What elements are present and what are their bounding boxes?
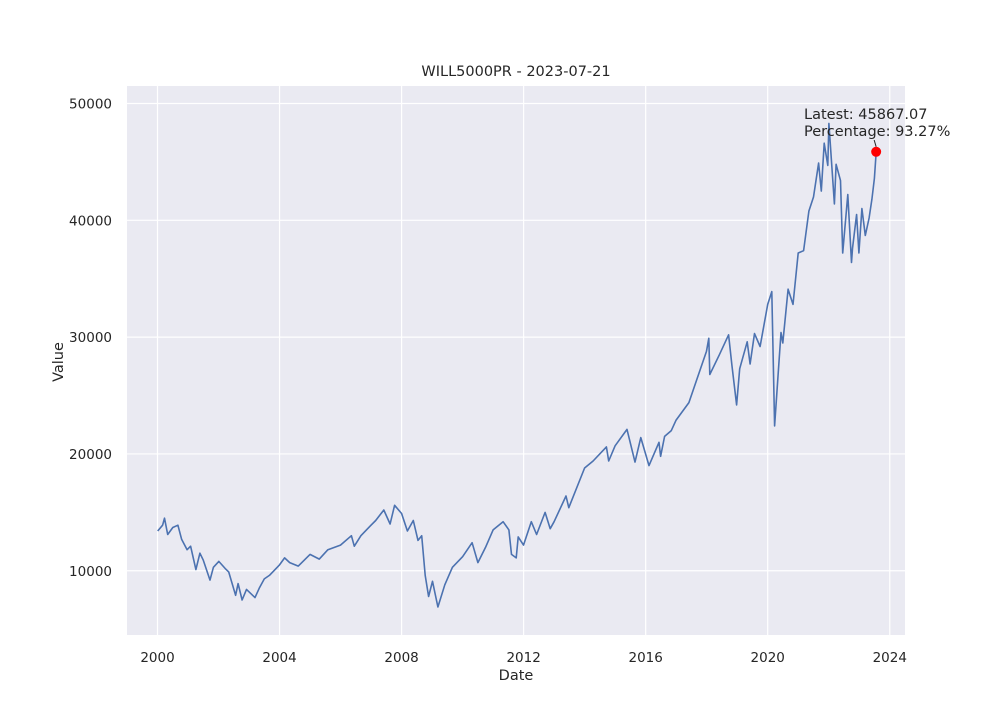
chart-title: WILL5000PR - 2023-07-21 [421, 64, 610, 80]
plot-background [127, 86, 905, 635]
x-tick-label: 2000 [140, 650, 174, 666]
grid-lines [127, 86, 905, 635]
y-tick-label: 50000 [69, 97, 112, 113]
tick-labels: 2000 2004 2008 2012 2016 2020 2024 10000 20000 30… [69, 97, 907, 666]
x-tick-label: 2020 [751, 650, 785, 666]
y-tick-label: 20000 [69, 447, 112, 463]
y-tick-label: 10000 [69, 564, 112, 580]
y-tick-label: 30000 [69, 330, 112, 346]
series-line [157, 122, 877, 608]
annotation-latest: Latest: 45867.07 [804, 107, 928, 123]
x-tick-label: 2024 [873, 650, 907, 666]
y-tick-label: 40000 [69, 213, 112, 229]
x-tick-label: 2004 [262, 650, 296, 666]
latest-point-marker [871, 146, 882, 157]
x-axis-title: Date [499, 668, 534, 684]
annotation-percentage: Percentage: 93.27% [804, 124, 950, 140]
x-tick-label: 2016 [628, 650, 662, 666]
latest-annotation: Latest: 45867.07 Percentage: 93.27% [804, 107, 950, 157]
annotation-arrow [873, 139, 877, 147]
x-tick-label: 2008 [384, 650, 418, 666]
x-tick-label: 2012 [506, 650, 540, 666]
series-layer [157, 122, 877, 608]
y-axis-title: Value [51, 342, 67, 382]
